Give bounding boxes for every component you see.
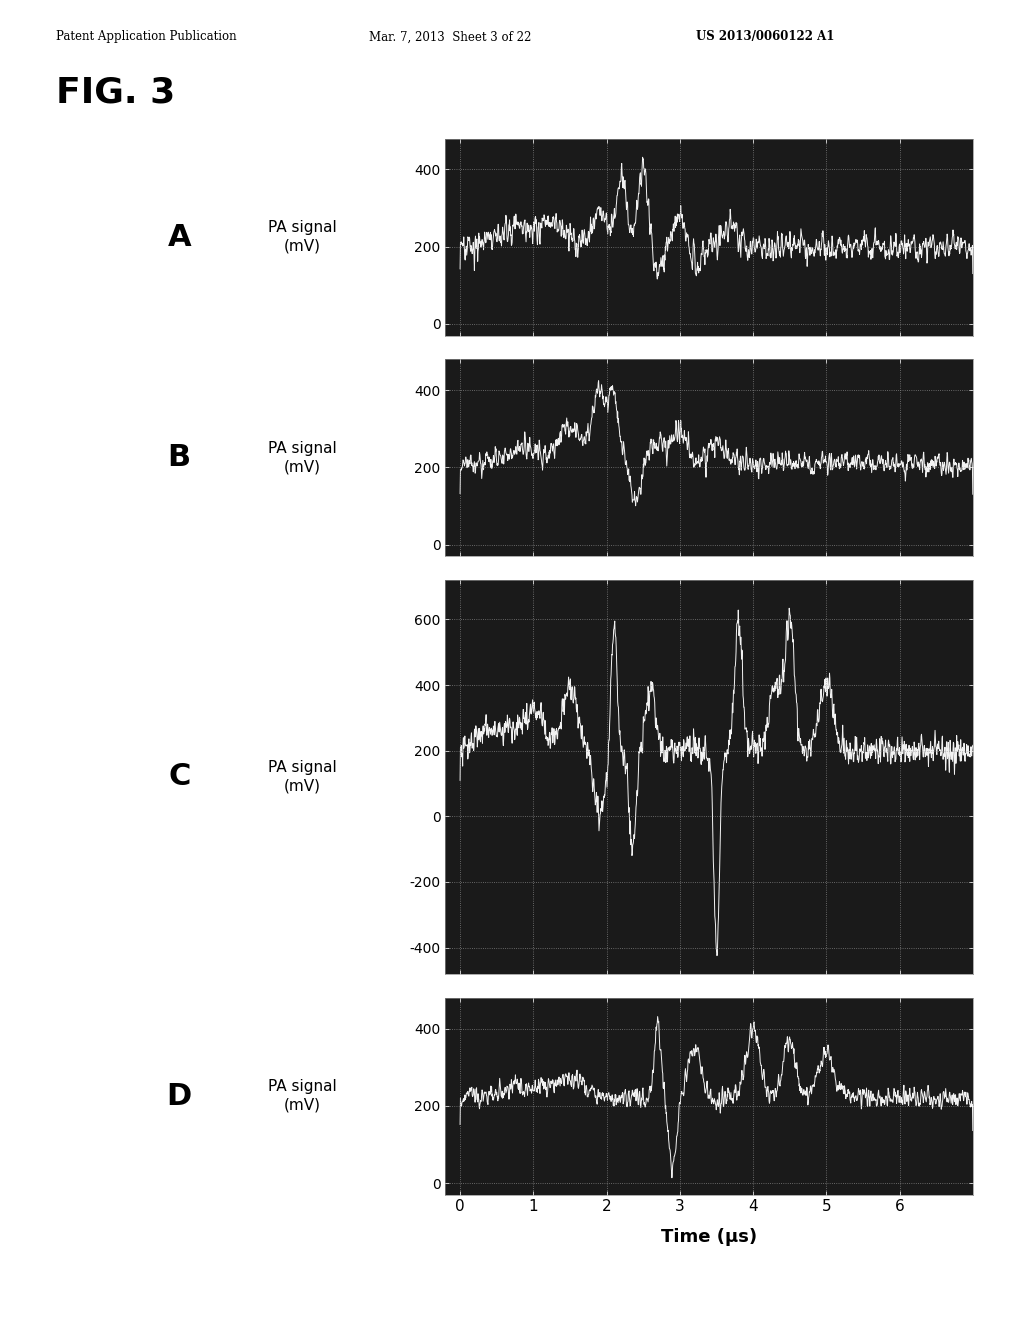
Text: PA signal
(mV): PA signal (mV)	[267, 441, 337, 475]
Text: C: C	[168, 763, 190, 792]
Text: PA signal
(mV): PA signal (mV)	[267, 220, 337, 253]
Text: Mar. 7, 2013  Sheet 3 of 22: Mar. 7, 2013 Sheet 3 of 22	[369, 30, 531, 44]
Text: PA signal
(mV): PA signal (mV)	[267, 1080, 337, 1113]
Text: US 2013/0060122 A1: US 2013/0060122 A1	[696, 30, 835, 44]
Text: Patent Application Publication: Patent Application Publication	[56, 30, 237, 44]
X-axis label: Time (μs): Time (μs)	[662, 1229, 757, 1246]
Text: PA signal
(mV): PA signal (mV)	[267, 760, 337, 793]
Text: A: A	[167, 223, 191, 252]
Text: B: B	[168, 444, 190, 473]
Text: FIG. 3: FIG. 3	[56, 75, 175, 110]
Text: D: D	[167, 1081, 191, 1110]
